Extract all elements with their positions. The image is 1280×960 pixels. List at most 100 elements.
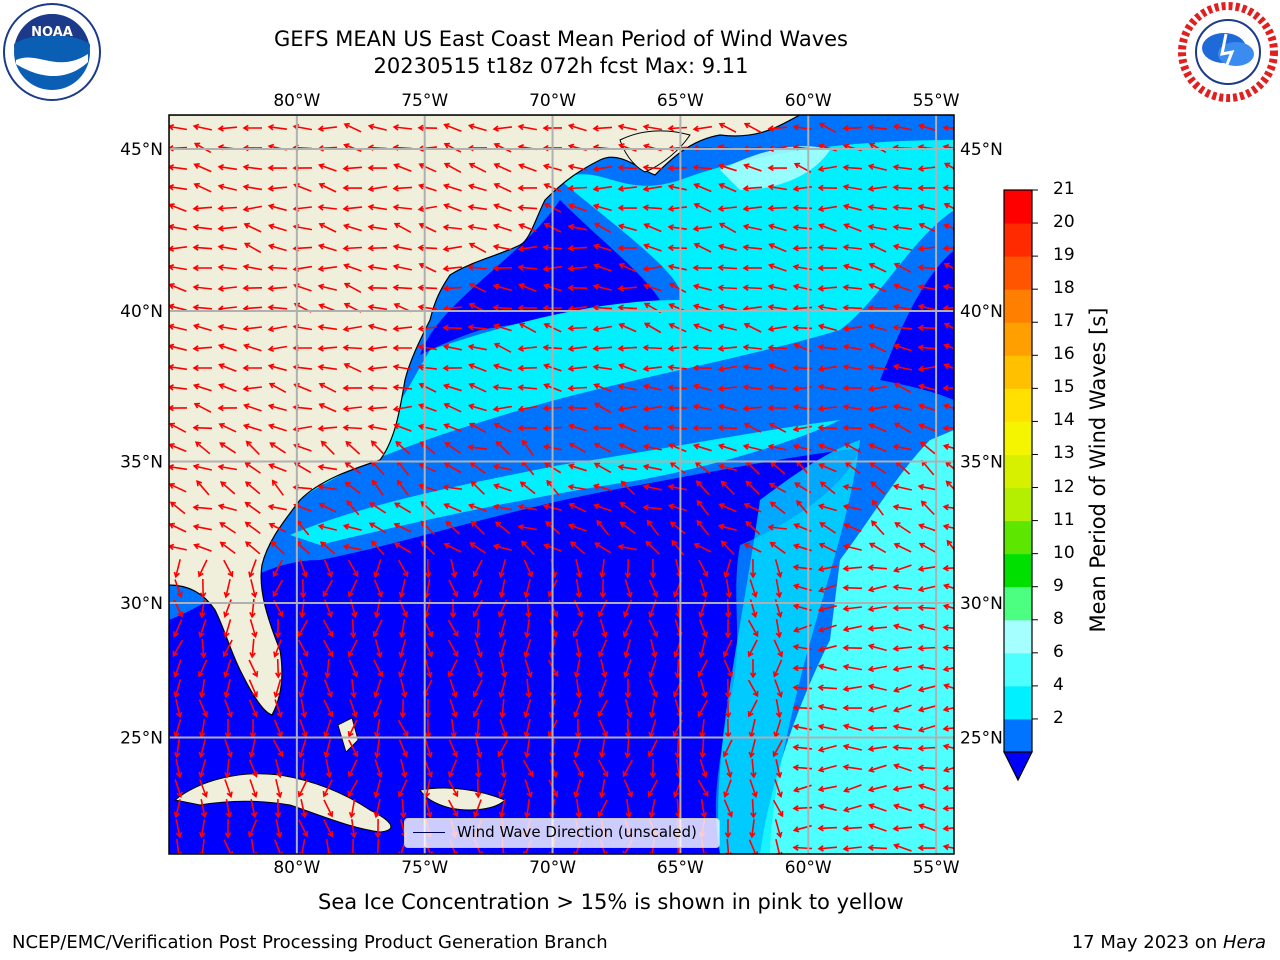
direction-arrow [593,383,612,393]
graticule [169,115,954,854]
direction-arrow [817,424,838,432]
direction-arrow [198,739,207,759]
direction-arrow [917,685,937,693]
direction-arrow [299,719,308,738]
direction-arrow [943,683,954,690]
direction-arrow [523,738,531,759]
direction-arrow [317,523,337,531]
colorbar-segment [1004,388,1032,422]
direction-arrow [472,679,483,698]
direction-arrow [893,564,912,573]
direction-arrow [517,424,538,432]
direction-arrow [224,739,233,758]
direction-arrow [645,540,661,555]
lon-label-top: 55°W [913,91,960,111]
direction-arrow [417,244,438,252]
direction-arrow [192,345,213,352]
direction-arrow [374,738,381,759]
direction-arrow [298,819,309,838]
long-period-band [280,140,954,515]
direction-arrow [493,483,512,492]
direction-arrow [469,461,486,475]
direction-arrow [648,659,657,678]
direction-arrow [443,462,462,474]
direction-arrow [449,679,458,699]
direction-arrow [767,204,788,212]
direction-arrow [695,480,710,496]
direction-arrow [217,463,238,471]
direction-arrow [192,264,212,272]
direction-arrow [767,164,788,172]
direction-arrow [517,245,538,253]
direction-arrow [592,203,612,212]
direction-arrow [517,345,537,352]
direction-arrow [450,559,458,579]
direction-arrow [367,365,388,372]
direction-arrow [700,798,708,819]
direction-arrow [818,542,837,553]
colorbar-tick-label: 12 [1053,476,1075,497]
direction-arrow [500,759,507,779]
direction-arrow [867,185,888,192]
direction-arrow [917,165,937,172]
direction-arrow [492,405,513,413]
direction-arrow [392,263,412,271]
direction-arrow [893,684,912,693]
direction-arrow [575,578,583,599]
nws-logo [1178,2,1278,102]
direction-arrow [346,499,360,516]
direction-arrow [418,262,437,273]
direction-arrow [442,285,463,292]
direction-arrow [648,679,658,698]
direction-arrow [297,779,308,798]
direction-arrow [317,324,338,331]
direction-arrow [249,779,258,798]
direction-arrow [520,540,535,556]
direction-arrow [775,618,783,639]
direction-arrow [444,442,461,454]
direction-arrow [743,122,762,134]
direction-arrow [393,502,412,514]
footer-right: 17 May 2023 on Hera [1072,932,1266,953]
direction-arrow [198,619,207,638]
direction-arrow [767,325,788,333]
direction-arrow [642,365,662,372]
direction-arrow [617,304,638,311]
direction-arrow [447,619,459,638]
colorbar-tick-label: 14 [1053,410,1075,431]
direction-arrow [842,183,863,191]
colorbar-tick-label: 18 [1053,278,1075,299]
direction-arrow [567,185,588,192]
direction-arrow [367,423,388,431]
direction-arrow [268,382,287,394]
direction-arrow [243,222,262,233]
direction-arrow [817,845,838,852]
direction-arrow [699,619,708,638]
direction-arrow [742,344,762,351]
direction-arrow [273,719,283,738]
direction-arrow [717,303,737,311]
direction-arrow [175,699,183,719]
direction-arrow [842,403,863,411]
direction-arrow [842,804,862,813]
direction-arrow [425,799,433,819]
direction-arrow [717,284,738,291]
direction-arrow [667,164,688,172]
direction-arrow [498,799,506,819]
direction-arrow [217,264,237,271]
direction-arrow [248,759,258,778]
direction-arrow [592,185,613,192]
direction-arrow [499,698,506,719]
direction-arrow [769,501,786,515]
footer-date: 17 May 2023 on [1071,932,1223,953]
direction-arrow [717,345,738,352]
direction-arrow [598,778,606,799]
direction-arrow [392,243,412,251]
direction-arrow [593,442,612,453]
direction-arrow [393,222,412,234]
wind-wave-arrows [169,122,954,854]
direction-arrow [717,365,738,373]
direction-arrow [717,264,738,271]
direction-arrow [667,503,687,512]
direction-arrow [668,443,687,453]
